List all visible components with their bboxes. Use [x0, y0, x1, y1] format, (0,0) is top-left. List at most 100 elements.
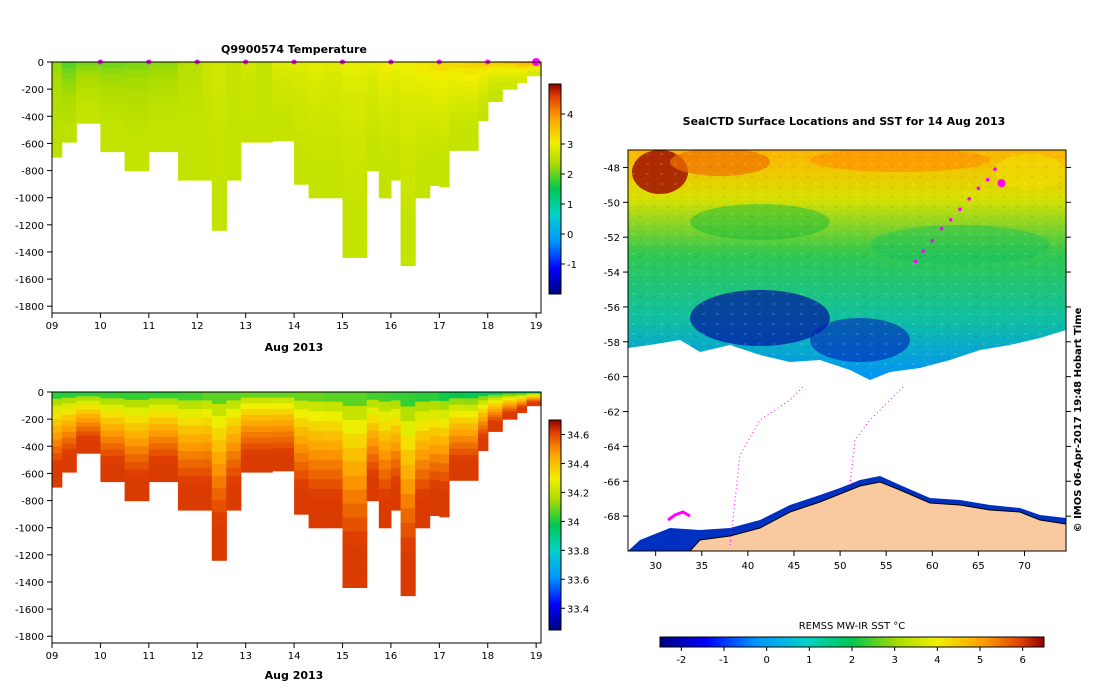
section-cell [439, 427, 450, 438]
section-cell [177, 137, 203, 147]
section-cell [148, 417, 179, 425]
section-cell [378, 392, 392, 403]
section-cell [255, 96, 273, 103]
section-cell [100, 475, 126, 483]
section-cell [308, 110, 324, 121]
section-cell [390, 467, 402, 477]
section-cell [76, 110, 101, 115]
section-cell [76, 409, 101, 415]
section-cell [202, 146, 213, 156]
y-tick-label: -66 [604, 477, 620, 488]
section-cell [478, 412, 489, 418]
section-cell [61, 460, 77, 467]
x-tick-label: 13 [239, 321, 252, 332]
section-cell [148, 100, 179, 108]
section-cell [202, 434, 213, 444]
salinity-plot-frame [51, 391, 542, 644]
section-cell [342, 489, 368, 505]
section-cell [211, 62, 227, 75]
x-tick-label: 60 [926, 561, 939, 572]
section-cell [323, 91, 344, 102]
section-cell [502, 65, 518, 69]
section-cell [124, 469, 150, 478]
section-cell [52, 473, 63, 481]
section-cell [429, 392, 440, 402]
y-tick-label: -1400 [15, 248, 44, 259]
y-tick-label: -1400 [15, 578, 44, 589]
section-cell [100, 100, 126, 108]
section-cell [100, 145, 126, 153]
section-cell [390, 104, 402, 114]
x-tick-label: 18 [481, 321, 494, 332]
section-cell [202, 417, 213, 427]
section-cell [449, 131, 465, 139]
section-cell [148, 411, 179, 419]
section-cell [52, 392, 63, 400]
section-cell [449, 68, 465, 76]
section-cell [390, 493, 402, 503]
colorbar-tick-label: 34 [567, 517, 580, 528]
section-cell [366, 108, 380, 117]
section-cell [211, 98, 227, 111]
section-cell [390, 459, 402, 469]
section-cell [124, 62, 150, 71]
section-cell [487, 67, 503, 71]
section-cell [148, 449, 179, 457]
section-cell [516, 63, 528, 66]
section-cell [240, 79, 256, 86]
section-cell [502, 83, 518, 86]
section-cell [400, 421, 416, 437]
section-cell [124, 438, 150, 447]
section-cell [226, 408, 242, 418]
section-cell [226, 112, 242, 122]
section-cell [449, 423, 465, 431]
section-cell [463, 448, 479, 456]
section-cell [449, 417, 465, 425]
section-cell [400, 134, 416, 150]
section-cell [439, 481, 450, 491]
section-cell [308, 469, 324, 480]
colorbar-tick-label: 2 [849, 655, 855, 666]
section-cell [400, 508, 416, 524]
section-cell [449, 87, 465, 95]
section-cell [272, 414, 295, 421]
section-cell [429, 79, 440, 89]
section-cell [463, 80, 479, 88]
section-cell [429, 141, 440, 151]
section-cell [366, 446, 380, 455]
section-cell [390, 163, 402, 173]
section-cell [429, 114, 440, 125]
colorbar-tick-label: 0 [763, 655, 769, 666]
section-cell [240, 466, 256, 473]
section-cell [211, 452, 227, 465]
section-cell [177, 146, 203, 156]
section-cell [100, 119, 126, 127]
section-cell [366, 77, 380, 86]
section-cell [378, 488, 392, 500]
section-cell [308, 129, 324, 141]
section-cell [255, 454, 273, 462]
section-cell [211, 86, 227, 99]
section-cell [308, 149, 324, 160]
section-cell [366, 93, 380, 102]
x-tick-label: 10 [94, 651, 107, 662]
section-cell [76, 413, 101, 419]
section-cell [100, 132, 126, 140]
section-cell [76, 83, 101, 89]
section-cell [100, 113, 126, 121]
salinity-x-axis-label: Aug 2013 [265, 669, 324, 682]
section-cell [366, 139, 380, 148]
section-cell [366, 454, 380, 463]
section-cell [272, 459, 295, 466]
section-cell [52, 432, 63, 441]
track-point [985, 177, 990, 182]
section-cell [323, 401, 344, 412]
section-cell [323, 139, 344, 150]
section-cell [390, 87, 402, 97]
section-cell [52, 123, 63, 131]
section-cell [61, 119, 77, 126]
section-cell [378, 120, 392, 131]
section-cell [323, 469, 344, 480]
x-tick-label: 50 [834, 561, 847, 572]
section-cell [240, 443, 256, 450]
